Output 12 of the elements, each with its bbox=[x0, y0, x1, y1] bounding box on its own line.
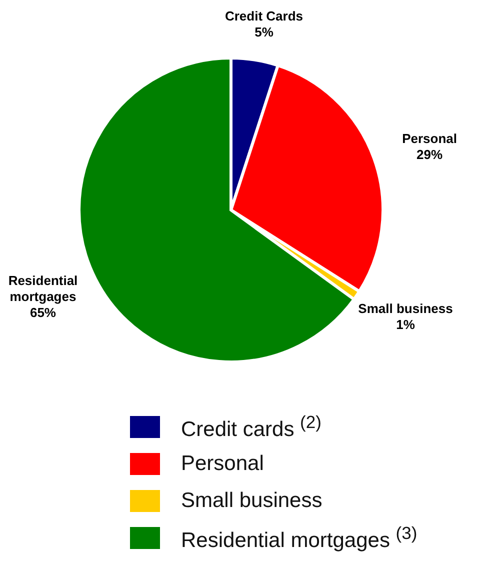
text: Personal bbox=[402, 130, 457, 146]
data-label: 65% bbox=[30, 304, 56, 320]
text: Residential mortgages bbox=[8, 272, 78, 304]
legend-label: Personal bbox=[181, 452, 264, 476]
text: Small business bbox=[358, 301, 453, 316]
data-label: 29% bbox=[416, 146, 443, 162]
data-label: 1% bbox=[396, 317, 416, 332]
legend-label: Small business bbox=[181, 488, 322, 512]
text: Credit Cards bbox=[224, 8, 304, 24]
legend-label: Residential mortgages $^{(3)}$ bbox=[181, 522, 418, 552]
legend-label: Credit cards $^{(2)}$ bbox=[181, 412, 322, 442]
data-label: 5% bbox=[254, 24, 274, 40]
